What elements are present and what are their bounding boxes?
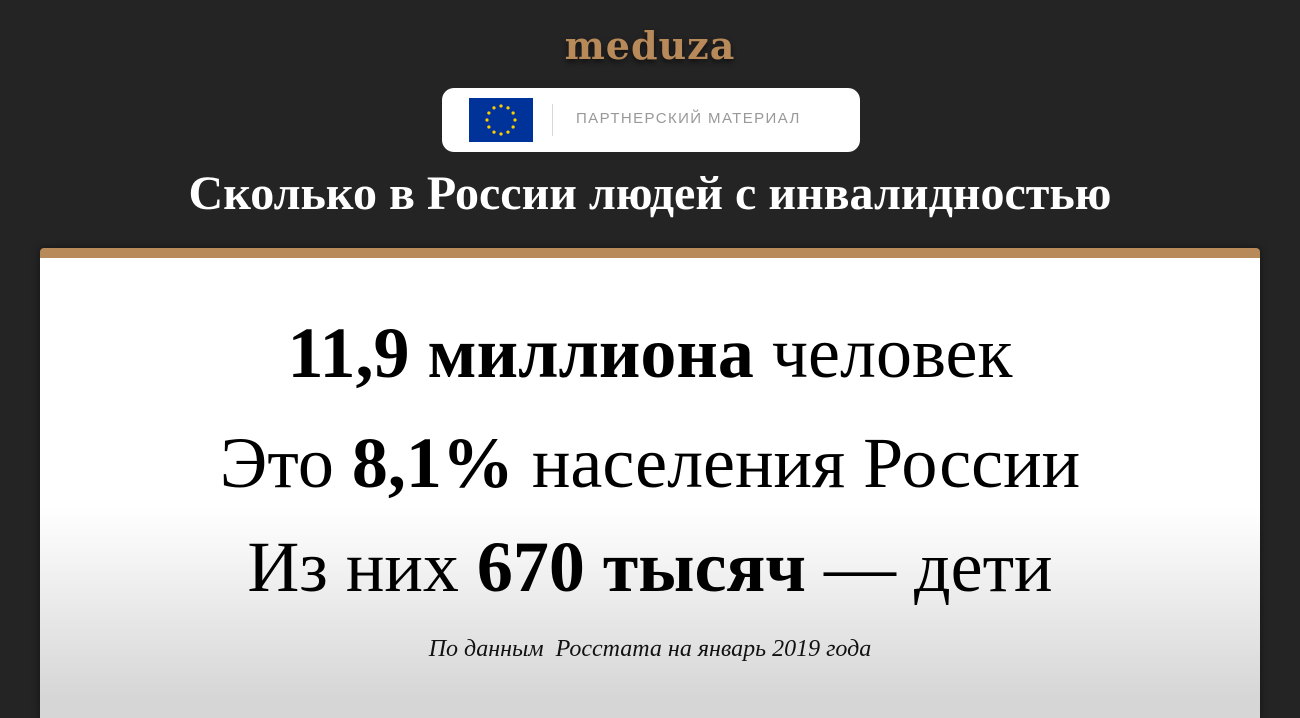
flag-star [499, 132, 503, 136]
flag-star [492, 130, 496, 134]
stat-share: Это 8,1% населения России [40, 418, 1260, 508]
flag-star [511, 111, 515, 115]
flag-star [506, 106, 510, 110]
stat-children-text: — дети [806, 527, 1053, 607]
page-title: Сколько в России людей с инвалидностью [188, 167, 1112, 220]
partner-label: ПАРТНЕРСКИЙ МАТЕРИАЛ [576, 110, 801, 127]
flag-star [487, 111, 491, 115]
stat-children-value: 670 тысяч [476, 527, 806, 607]
stat-total-text: человек [753, 313, 1013, 393]
flag-star [492, 106, 496, 110]
flag-star [511, 125, 515, 129]
flag-star [499, 104, 503, 108]
eu-flag-icon [469, 98, 533, 142]
flag-star [487, 125, 491, 129]
meduza-logo[interactable]: meduza [564, 23, 736, 68]
stat-total: 11,9 миллиона человек [40, 308, 1260, 398]
stat-share-prefix: Это [219, 423, 352, 503]
stat-share-value: 8,1% [351, 423, 514, 503]
stat-share-text: населения России [513, 423, 1081, 503]
flag-star [485, 118, 489, 122]
stat-total-value: 11,9 миллиона [287, 313, 754, 393]
source-note: По данным Росстата на январь 2019 года [428, 636, 872, 662]
divider [552, 104, 553, 136]
partner-badge: ПАРТНЕРСКИЙ МАТЕРИАЛ [442, 88, 860, 152]
flag-star [506, 130, 510, 134]
stats-card: 11,9 миллиона человек Это 8,1% населения… [40, 248, 1260, 718]
stat-children: Из них 670 тысяч — дети [40, 522, 1260, 612]
flag-star [513, 118, 517, 122]
stat-children-prefix: Из них [247, 527, 477, 607]
